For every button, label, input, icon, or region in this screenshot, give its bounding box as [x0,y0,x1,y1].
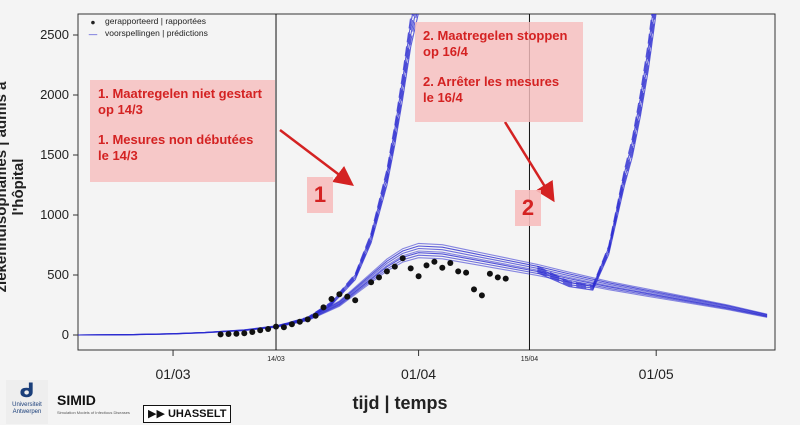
annotation-2-fr: 2. Arrêter les mesures le 16/4 [423,74,560,105]
reported-point [471,286,477,293]
reported-point [296,318,303,325]
scenario-2-line [537,14,654,287]
reported-point [415,273,422,280]
legend-label-forecast: voorspellingen | prédictions [105,28,208,38]
plot-frame [77,13,776,351]
reported-point [486,270,493,277]
reported-point [447,260,454,266]
scenario-2-line [537,14,653,287]
scenario-2-line [537,14,656,290]
reported-point [280,324,287,331]
simid-logo: SIMID [57,392,96,408]
vline-label: 15/04 [521,356,539,363]
annotation-1-fr: 1. Mesures non débutées le 14/3 [98,132,254,163]
reported-point [225,331,232,337]
y-tick-label: 0 [62,327,69,342]
forecast-line [78,245,768,336]
reported-point [344,293,351,300]
simid-tagline: Simulation Models of Infectious Diseases [57,410,130,415]
x-tick-label: 01/04 [401,366,436,382]
series-layer [78,14,768,338]
reported-point-icon: ● [90,16,96,27]
annotation-box-2: 2. Maatregelen stoppen op 16/4 2. Arrête… [415,22,583,122]
x-tick-label: 01/05 [639,366,674,382]
scenario-1-line [275,14,419,328]
scenario-1-line [275,14,415,327]
logo-strip: ᑯ Universiteit Antwerpen SIMID Simulatio… [0,378,250,425]
forecast-line-icon: — [88,28,98,39]
reported-point [399,255,406,262]
scenario-2-line [537,14,654,288]
annotation-arrow-1 [279,129,354,187]
y-tick-label: 1000 [40,207,69,222]
reported-point [352,297,359,304]
reported-point [257,327,264,334]
reported-point [320,304,327,311]
reported-point [233,330,240,337]
reported-point [463,269,470,276]
y-axis-label: ziekenhuisopnames | admis à l'hôpital [0,82,27,293]
annotation-box-1: 1. Maatregelen niet gestart op 14/3 1. M… [90,80,275,182]
ua-name: Universiteit Antwerpen [12,402,42,415]
reported-point [336,291,343,298]
legend-entry-forecast: — voorspellingen | prédictions [85,27,208,39]
legend-entry-reported: ● gerapporteerd | rapportées [85,15,208,27]
scenario-1-line [275,14,414,327]
y-tick-label: 2500 [40,27,69,42]
reported-point [407,265,414,272]
reported-point [478,292,485,299]
scenario-badge-1: 1 [307,177,333,213]
reported-point [249,329,256,335]
uhasselt-name: UHASSELT [167,408,227,420]
scenario-1-line [275,14,412,327]
reported-point [273,323,279,330]
reported-point [312,312,319,319]
scenario-1-line [275,14,418,328]
annotation-2-nl: 2. Maatregelen stoppen op 16/4 [423,28,568,59]
reported-point [368,279,375,286]
reported-point [391,263,398,270]
vline-label: 14/03 [267,356,285,363]
reported-point [502,275,509,282]
annotation-arrow-2 [503,121,555,203]
uhasselt-logo: ▶▶ UHASSELT [143,405,232,423]
reported-point [376,274,382,281]
reported-point [383,268,390,275]
reported-point [217,331,224,338]
annotation-1-nl: 1. Maatregelen niet gestart op 14/3 [98,86,262,117]
legend-label-reported: gerapporteerd | rapportées [105,16,206,26]
reported-point [431,258,438,265]
scenario-badge-2: 2 [515,190,541,226]
forecast-line [78,242,768,336]
scenario-2-line [537,14,655,289]
reported-point [304,316,311,323]
reported-point [455,268,462,275]
reported-point [241,330,248,337]
reported-point [288,321,295,328]
y-tick-label: 500 [47,267,69,282]
ua-mark-icon: ᑯ [19,380,35,402]
scenario-2-line [537,14,657,291]
x-tick-label: 01/03 [156,366,191,382]
x-axis-label: tijd | temps [352,393,448,413]
reported-point [439,264,446,271]
y-tick-label: 1500 [40,147,69,162]
y-tick-label: 2000 [40,87,69,102]
legend: ● gerapporteerd | rapportées — voorspellin… [85,15,208,39]
reported-point [328,296,335,302]
reported-point [494,274,501,281]
reported-point [265,326,272,332]
university-antwerp-logo: ᑯ Universiteit Antwerpen [6,380,48,424]
scenario-1-line [275,14,416,328]
reported-point [423,262,430,269]
